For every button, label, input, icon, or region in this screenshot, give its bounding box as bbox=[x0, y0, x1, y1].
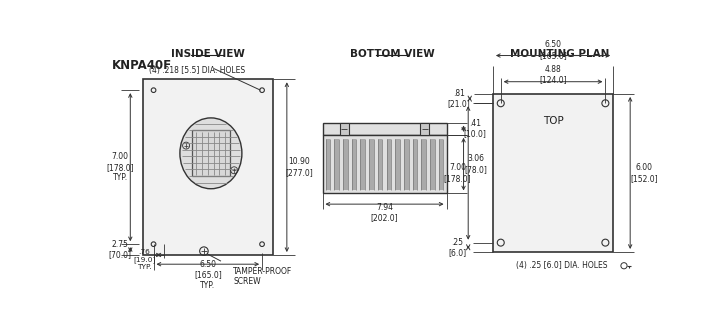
Text: 6.50
[165.0]: 6.50 [165.0] bbox=[539, 40, 567, 60]
Bar bbox=[343, 139, 348, 190]
Text: 2.75
[70.0]: 2.75 [70.0] bbox=[109, 240, 132, 259]
Bar bbox=[334, 139, 339, 190]
Bar bbox=[369, 139, 374, 190]
Bar bbox=[404, 139, 408, 190]
Text: 3.06
[78.0]: 3.06 [78.0] bbox=[464, 154, 487, 174]
Text: 4.88
[124.0]: 4.88 [124.0] bbox=[539, 65, 567, 85]
Bar bbox=[387, 139, 391, 190]
Text: 7.00
[178.0]: 7.00 [178.0] bbox=[444, 163, 471, 183]
Bar bbox=[421, 139, 426, 190]
Text: 6.00
[152.0]: 6.00 [152.0] bbox=[630, 163, 658, 183]
Bar bbox=[325, 139, 330, 190]
Text: (4) .218 [5.5] DIA. HOLES: (4) .218 [5.5] DIA. HOLES bbox=[149, 67, 245, 75]
Text: 10.90
[277.0]: 10.90 [277.0] bbox=[285, 157, 313, 177]
Bar bbox=[351, 139, 356, 190]
Text: 7.94
[202.0]: 7.94 [202.0] bbox=[371, 203, 398, 222]
Text: TAMPER-PROOF
SCREW: TAMPER-PROOF SCREW bbox=[233, 267, 292, 286]
Text: 7.00
[178.0]
TYP.: 7.00 [178.0] TYP. bbox=[107, 152, 134, 182]
Bar bbox=[493, 94, 613, 252]
Text: INSIDE VIEW: INSIDE VIEW bbox=[171, 50, 245, 59]
Bar bbox=[420, 123, 429, 135]
Text: .41
[10.0]: .41 [10.0] bbox=[464, 119, 487, 138]
Bar bbox=[430, 139, 435, 190]
Bar bbox=[323, 123, 446, 135]
Text: KNPA40F: KNPA40F bbox=[112, 59, 172, 72]
Bar bbox=[378, 139, 382, 190]
Bar bbox=[323, 135, 446, 194]
Bar bbox=[143, 79, 273, 255]
Text: .81
[21.0]: .81 [21.0] bbox=[448, 89, 470, 108]
Bar bbox=[395, 139, 400, 190]
Bar bbox=[438, 139, 444, 190]
Text: (4) .25 [6.0] DIA. HOLES: (4) .25 [6.0] DIA. HOLES bbox=[516, 261, 608, 270]
Bar bbox=[192, 130, 230, 176]
Text: BOTTOM VIEW: BOTTOM VIEW bbox=[350, 50, 435, 59]
Text: 6.50
[165.0]
TYP.: 6.50 [165.0] TYP. bbox=[194, 260, 222, 290]
Text: .25
[6.0]: .25 [6.0] bbox=[449, 237, 467, 257]
Bar bbox=[361, 139, 365, 190]
Bar bbox=[413, 139, 418, 190]
Text: MOUNTING PLAN: MOUNTING PLAN bbox=[510, 50, 609, 59]
Text: TOP: TOP bbox=[543, 116, 564, 126]
Text: .76
[19.0]
TYP.: .76 [19.0] TYP. bbox=[133, 249, 156, 270]
Bar bbox=[340, 123, 349, 135]
Ellipse shape bbox=[180, 118, 242, 189]
